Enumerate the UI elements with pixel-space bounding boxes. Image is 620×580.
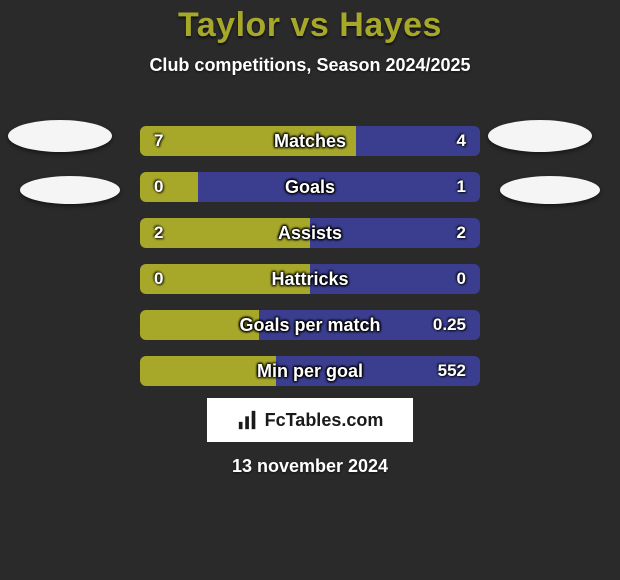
stat-bar-track: Goals per match0.25 [140,310,480,340]
stat-bar-right [259,310,480,340]
footer-date: 13 november 2024 [0,456,620,477]
stat-bar-left [140,172,198,202]
comparison-infographic: Taylor vs Hayes Club competitions, Seaso… [0,0,620,580]
stat-bar-track: Min per goal552 [140,356,480,386]
stat-row: Matches74 [0,118,620,164]
stat-bar-right [276,356,480,386]
subtitle: Club competitions, Season 2024/2025 [0,55,620,76]
stat-bar-right [198,172,480,202]
page-title: Taylor vs Hayes [0,0,620,45]
stat-bar-track: Goals01 [140,172,480,202]
footer-logo: FcTables.com [207,398,413,442]
title-vs: vs [290,6,329,44]
stat-row: Goals per match0.25 [0,302,620,348]
stat-bar-right [310,218,480,248]
stat-bar-left [140,356,276,386]
stat-bar-track: Hattricks00 [140,264,480,294]
stat-row: Hattricks00 [0,256,620,302]
stat-row: Goals01 [0,164,620,210]
stat-bar-right [356,126,480,156]
stat-bar-left [140,126,356,156]
stats-area: Matches74 Goals01 Assists22 Hattricks00 Goal… [0,118,620,394]
footer-logo-text: FcTables.com [265,410,384,431]
stat-row: Min per goal552 [0,348,620,394]
title-player-right: Hayes [339,6,442,44]
stat-bar-left [140,218,310,248]
stat-row: Assists22 [0,210,620,256]
title-player-left: Taylor [178,6,281,44]
stat-bar-right [310,264,480,294]
chart-icon [237,409,259,431]
stat-bar-left [140,264,310,294]
stat-bar-track: Assists22 [140,218,480,248]
stat-bar-track: Matches74 [140,126,480,156]
stat-bar-left [140,310,259,340]
